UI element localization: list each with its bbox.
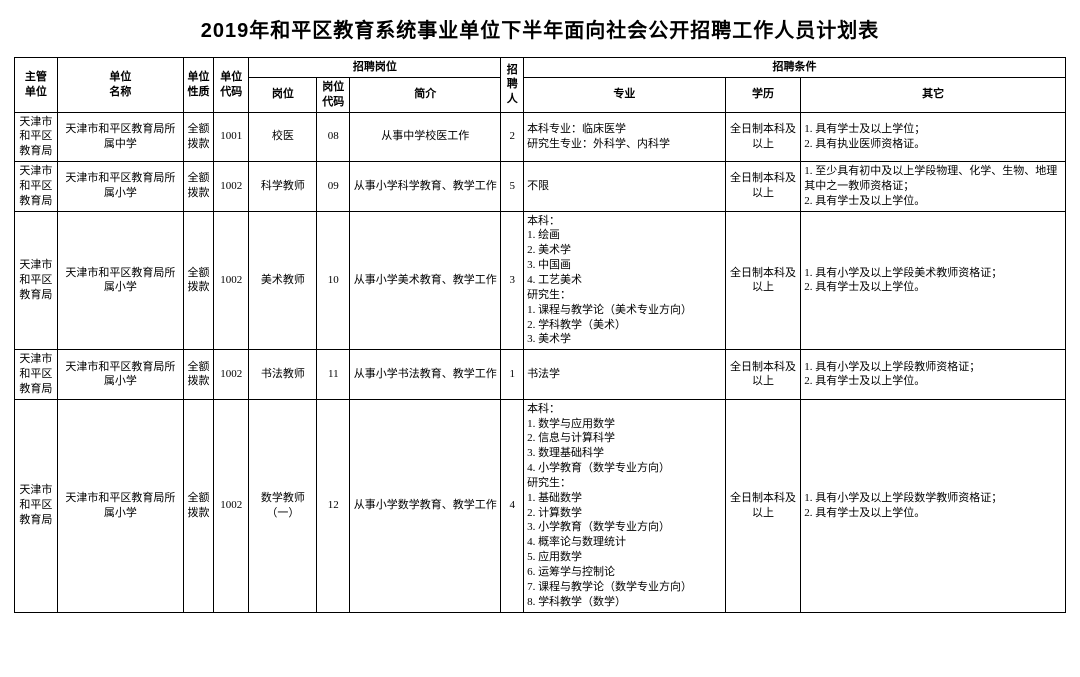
cell-edu: 全日制本科及以上: [725, 112, 801, 162]
cell-dept: 天津市和平区教育局: [15, 399, 58, 612]
cell-major: 不限: [524, 162, 726, 212]
th-dept: 主管单位: [15, 58, 58, 113]
cell-post: 书法教师: [249, 350, 317, 400]
page-title: 2019年和平区教育系统事业单位下半年面向社会公开招聘工作人员计划表: [14, 14, 1066, 43]
cell-num: 1: [501, 350, 524, 400]
cell-code: 1001: [214, 112, 249, 162]
cell-brief: 从事小学书法教育、教学工作: [350, 350, 501, 400]
cell-other: 1. 具有小学及以上学段美术教师资格证；2. 具有学士及以上学位。: [801, 211, 1066, 350]
th-postcode: 岗位代码: [317, 77, 350, 112]
cell-nature: 全额拨款: [183, 399, 213, 612]
table-row: 天津市和平区教育局天津市和平区教育局所属小学全额拨款1002数学教师（一）12从…: [15, 399, 1066, 612]
cell-other: 1. 具有小学及以上学段教师资格证；2. 具有学士及以上学位。: [801, 350, 1066, 400]
th-code: 单位代码: [214, 58, 249, 113]
cell-num: 4: [501, 399, 524, 612]
th-post: 岗位: [249, 77, 317, 112]
cell-postcode: 12: [317, 399, 350, 612]
cell-dept: 天津市和平区教育局: [15, 211, 58, 350]
cell-major: 本科：1. 绘画2. 美术学3. 中国画4. 工艺美术研究生：1. 课程与教学论…: [524, 211, 726, 350]
cell-unit: 天津市和平区教育局所属小学: [57, 350, 183, 400]
table-row: 天津市和平区教育局天津市和平区教育局所属小学全额拨款1002科学教师09从事小学…: [15, 162, 1066, 212]
cell-unit: 天津市和平区教育局所属小学: [57, 162, 183, 212]
cell-code: 1002: [214, 399, 249, 612]
cell-major: 书法学: [524, 350, 726, 400]
cell-unit: 天津市和平区教育局所属小学: [57, 399, 183, 612]
cell-nature: 全额拨款: [183, 350, 213, 400]
cell-unit: 天津市和平区教育局所属小学: [57, 211, 183, 350]
cell-postcode: 08: [317, 112, 350, 162]
table-row: 天津市和平区教育局天津市和平区教育局所属中学全额拨款1001校医08从事中学校医…: [15, 112, 1066, 162]
th-unit: 单位名称: [57, 58, 183, 113]
cell-brief: 从事中学校医工作: [350, 112, 501, 162]
cell-edu: 全日制本科及以上: [725, 211, 801, 350]
cell-post: 美术教师: [249, 211, 317, 350]
cell-post: 科学教师: [249, 162, 317, 212]
cell-major: 本科：1. 数学与应用数学2. 信息与计算科学3. 数理基础科学4. 小学教育（…: [524, 399, 726, 612]
cell-code: 1002: [214, 350, 249, 400]
cell-code: 1002: [214, 211, 249, 350]
cell-dept: 天津市和平区教育局: [15, 350, 58, 400]
th-edu: 学历: [725, 77, 801, 112]
cell-major: 本科专业：临床医学研究生专业：外科学、内科学: [524, 112, 726, 162]
th-cond-group: 招聘条件: [524, 58, 1066, 78]
cell-nature: 全额拨款: [183, 112, 213, 162]
cell-other: 1. 至少具有初中及以上学段物理、化学、生物、地理其中之一教师资格证；2. 具有…: [801, 162, 1066, 212]
cell-edu: 全日制本科及以上: [725, 399, 801, 612]
cell-nature: 全额拨款: [183, 162, 213, 212]
table-row: 天津市和平区教育局天津市和平区教育局所属小学全额拨款1002美术教师10从事小学…: [15, 211, 1066, 350]
cell-postcode: 11: [317, 350, 350, 400]
table-row: 天津市和平区教育局天津市和平区教育局所属小学全额拨款1002书法教师11从事小学…: [15, 350, 1066, 400]
th-nature: 单位性质: [183, 58, 213, 113]
cell-code: 1002: [214, 162, 249, 212]
cell-post: 校医: [249, 112, 317, 162]
th-other: 其它: [801, 77, 1066, 112]
cell-dept: 天津市和平区教育局: [15, 162, 58, 212]
cell-postcode: 09: [317, 162, 350, 212]
cell-num: 5: [501, 162, 524, 212]
th-position-group: 招聘岗位: [249, 58, 501, 78]
cell-dept: 天津市和平区教育局: [15, 112, 58, 162]
cell-other: 1. 具有小学及以上学段数学教师资格证；2. 具有学士及以上学位。: [801, 399, 1066, 612]
table-body: 天津市和平区教育局天津市和平区教育局所属中学全额拨款1001校医08从事中学校医…: [15, 112, 1066, 612]
cell-num: 2: [501, 112, 524, 162]
th-brief: 简介: [350, 77, 501, 112]
cell-brief: 从事小学科学教育、教学工作: [350, 162, 501, 212]
table-header: 主管单位 单位名称 单位性质 单位代码 招聘岗位 招聘人 招聘条件 岗位 岗位代…: [15, 58, 1066, 113]
cell-post: 数学教师（一）: [249, 399, 317, 612]
cell-num: 3: [501, 211, 524, 350]
cell-nature: 全额拨款: [183, 211, 213, 350]
cell-edu: 全日制本科及以上: [725, 162, 801, 212]
cell-unit: 天津市和平区教育局所属中学: [57, 112, 183, 162]
cell-brief: 从事小学数学教育、教学工作: [350, 399, 501, 612]
th-major: 专业: [524, 77, 726, 112]
cell-other: 1. 具有学士及以上学位；2. 具有执业医师资格证。: [801, 112, 1066, 162]
cell-edu: 全日制本科及以上: [725, 350, 801, 400]
cell-brief: 从事小学美术教育、教学工作: [350, 211, 501, 350]
recruitment-table: 主管单位 单位名称 单位性质 单位代码 招聘岗位 招聘人 招聘条件 岗位 岗位代…: [14, 57, 1066, 613]
cell-postcode: 10: [317, 211, 350, 350]
th-num: 招聘人: [501, 58, 524, 113]
